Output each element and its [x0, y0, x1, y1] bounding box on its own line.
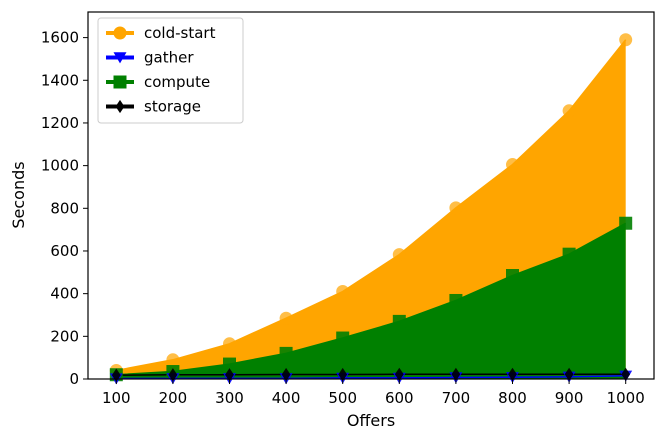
point-storage [621, 367, 631, 381]
y-tick-label: 600 [50, 242, 79, 260]
legend-box [97, 17, 244, 124]
x-tick-label: 100 [102, 389, 131, 407]
x-axis: 100 200 300 400 500 600 700 800 900 1000 [102, 379, 645, 407]
line-storage [116, 373, 626, 376]
point-storage [225, 368, 234, 382]
point-storage [338, 367, 348, 382]
line-compute [116, 222, 627, 376]
y-axis: 0 200 400 600 800 1000 1200 1400 1600 [41, 29, 88, 388]
point-storage [508, 367, 517, 381]
x-tick-label: 1000 [607, 389, 645, 407]
legend-marker-compute [113, 75, 127, 89]
area-compute [116, 223, 626, 379]
x-tick-label: 500 [328, 389, 357, 407]
point-storage [281, 367, 291, 382]
point-cold-start [506, 158, 519, 172]
point-cold-start [562, 104, 576, 118]
legend-marker-storage [115, 99, 125, 114]
point-cold-start [449, 201, 463, 215]
legend-marker-cold-start [113, 26, 127, 40]
y-tick-label: 800 [50, 199, 79, 217]
x-tick-label: 700 [442, 389, 471, 407]
line-cold-start [116, 39, 627, 372]
y-tick-label: 400 [50, 285, 79, 303]
point-compute [619, 216, 633, 230]
y-tick-label: 1200 [41, 114, 79, 132]
point-cold-start [223, 337, 236, 351]
x-tick-label: 800 [498, 389, 527, 407]
x-tick-label: 200 [159, 389, 188, 407]
y-tick-label: 200 [50, 327, 79, 345]
legend-label-compute: compute [144, 73, 210, 91]
point-cold-start [336, 285, 350, 299]
marker-layer [109, 33, 633, 385]
point-storage [564, 367, 574, 381]
legend-label-cold-start: cold-start [144, 24, 216, 42]
point-storage [394, 367, 404, 381]
y-tick-label: 1600 [41, 29, 79, 47]
point-compute [336, 331, 350, 345]
point-compute [279, 346, 293, 360]
point-compute [449, 293, 463, 307]
point-compute [562, 247, 576, 261]
line-gather [116, 375, 626, 380]
area-layer [116, 39, 627, 380]
point-cold-start [279, 311, 293, 325]
point-storage [168, 368, 178, 382]
x-axis-label: Offers [347, 411, 395, 430]
y-tick-label: 1000 [41, 157, 79, 175]
legend-label-gather: gather [144, 49, 194, 67]
plot-frame [87, 11, 655, 380]
point-cold-start [392, 248, 406, 262]
point-cold-start [619, 33, 633, 47]
y-tick-label: 0 [69, 370, 79, 388]
point-compute [506, 269, 519, 283]
x-tick-label: 600 [385, 389, 414, 407]
x-tick-label: 300 [215, 389, 244, 407]
y-axis-label: Seconds [9, 161, 28, 228]
legend: cold-start gather compute storage [97, 17, 244, 124]
y-tick-label: 1400 [41, 71, 79, 89]
point-cold-start [166, 353, 180, 367]
x-tick-label: 900 [555, 389, 584, 407]
legend-label-storage: storage [144, 98, 201, 116]
point-compute [223, 357, 236, 371]
x-tick-label: 400 [272, 389, 301, 407]
point-compute [392, 314, 406, 328]
legend-marker-gather [113, 52, 127, 64]
point-storage [451, 367, 461, 381]
